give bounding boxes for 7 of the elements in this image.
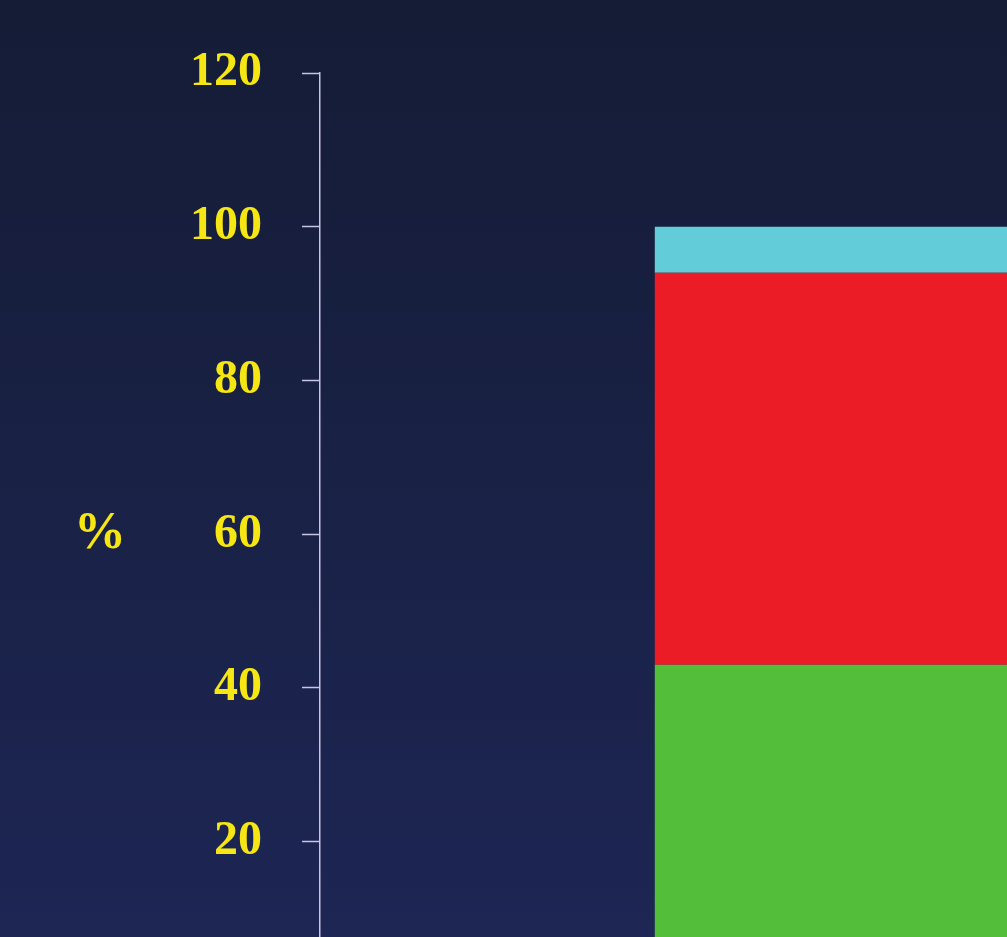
y-tick-label: 40 — [214, 657, 262, 711]
y-tick-label: 100 — [190, 196, 262, 250]
y-axis-title: % — [74, 501, 126, 559]
y-tick-label: 20 — [214, 810, 262, 864]
y-tick-label: 120 — [190, 42, 262, 96]
y-tick-label: 60 — [214, 503, 262, 557]
y-tick-label: 80 — [214, 349, 262, 403]
